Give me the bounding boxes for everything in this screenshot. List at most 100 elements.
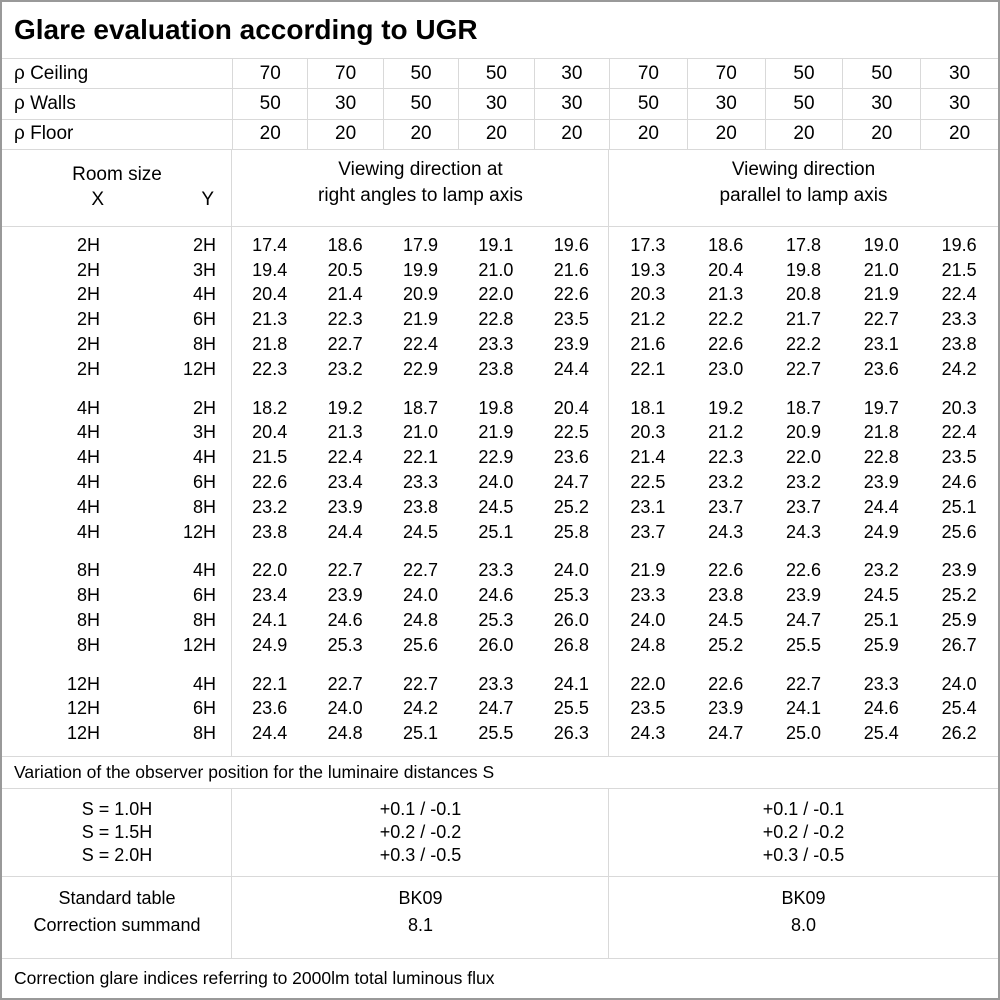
ugr-value-cell: 24.4	[863, 496, 899, 517]
ugr-value-cell: 22.6	[708, 673, 744, 694]
ugr-block-4h: 4H 2H 18.2 19.2 18.7 19.8 20.4 18.1 19.2 18.7 19.7…	[2, 396, 998, 545]
ugr-value-cell: 22.5	[553, 422, 589, 443]
header-right-angles: Viewing direction at right angles to lam…	[232, 150, 609, 226]
room-size-x-cell: 2H	[76, 358, 100, 379]
ugr-value-cell: 17.3	[630, 234, 666, 255]
room-size-y-cell: 4H	[192, 284, 216, 305]
ugr-block-12h: 12H 4H 22.1 22.7 22.7 23.3 24.1 22.0 22.6 22.7 23.…	[2, 672, 998, 746]
ugr-value-cell: 26.3	[553, 723, 589, 744]
ugr-value-cell: 22.8	[478, 309, 514, 330]
ugr-value-cell: 25.8	[553, 521, 589, 542]
ugr-value-cell: 21.8	[252, 334, 288, 355]
ugr-value-cell: 22.7	[327, 560, 363, 581]
ugr-value-cell: 23.6	[863, 358, 899, 379]
room-size-x-cell: 8H	[76, 560, 100, 581]
ugr-value-cell: 25.5	[553, 698, 589, 719]
ugr-value-cell: 25.5	[478, 723, 514, 744]
ugr-value-cell: 21.5	[941, 259, 977, 280]
ugr-value-cell: 23.5	[941, 447, 977, 468]
room-size-y-cell: 6H	[192, 585, 216, 606]
ugr-table-row: 12H 4H 22.1 22.7 22.7 23.3 24.1 22.0 22.6 22.7 23.…	[2, 672, 998, 697]
ugr-value-cell: 19.6	[553, 234, 589, 255]
ugr-value-cell: 23.2	[327, 358, 363, 379]
ugr-value-cell: 23.3	[478, 673, 514, 694]
ugr-value-cell: 22.7	[863, 309, 899, 330]
ugr-value-cell: 24.0	[402, 585, 439, 606]
ugr-value-cell: 21.8	[863, 422, 899, 443]
ugr-value-cell: 18.1	[630, 397, 666, 418]
ugr-values-parallel: 22.1 23.0 22.7 23.6 24.2	[609, 357, 998, 382]
ugr-value-cell: 24.8	[327, 723, 363, 744]
reflectance-values-right: 70 70 50 50 30	[609, 59, 998, 89]
ugr-value-cell: 25.9	[941, 610, 977, 631]
ugr-value-cell: 22.6	[708, 334, 744, 355]
ugr-value-cell: 21.4	[327, 284, 363, 305]
reflectance-value-cell: 70	[686, 59, 765, 89]
reflectance-value-cell: 50	[842, 59, 920, 89]
reflectance-value-cell: 30	[920, 59, 998, 89]
ugr-table-row: 8H 12H 24.9 25.3 25.6 26.0 26.8 24.8 25.2 25.5 25.…	[2, 633, 998, 658]
ugr-values-parallel: 24.8 25.2 25.5 25.9 26.7	[609, 633, 998, 658]
ugr-value-cell: 23.6	[553, 447, 589, 468]
ugr-value-cell: 21.9	[863, 284, 899, 305]
column-divider	[608, 788, 609, 876]
ugr-table-row: 2H 8H 21.8 22.7 22.4 23.3 23.9 21.6 22.6 22.2 23.1…	[2, 332, 998, 357]
ugr-table-row: 4H 12H 23.8 24.4 24.5 25.1 25.8 23.7 24.3 24.3 24.…	[2, 520, 998, 545]
ugr-value-cell: 23.2	[708, 472, 744, 493]
ugr-value-cell: 17.8	[785, 234, 822, 255]
ugr-value-cell: 24.5	[402, 521, 439, 542]
column-divider	[608, 148, 609, 756]
room-size-y-cell: 2H	[192, 397, 216, 418]
ugr-block-2h: 2H 2H 17.4 18.6 17.9 19.1 19.6 17.3 18.6 17.8 19.0…	[2, 233, 998, 382]
room-size-x-cell: 2H	[76, 334, 100, 355]
room-size-y-cell: 8H	[192, 723, 216, 744]
ugr-value-cell: 20.3	[630, 422, 666, 443]
ugr-value-cell: 22.7	[402, 560, 439, 581]
ugr-values-right-angles: 24.4 24.8 25.1 25.5 26.3	[232, 721, 609, 746]
standard-values-right-angles: BK09 8.1	[232, 885, 609, 958]
header-parallel-line2: parallel to lamp axis	[719, 184, 888, 206]
ugr-value-cell: 20.4	[708, 259, 744, 280]
ugr-value-cell: 18.7	[402, 397, 439, 418]
ugr-values-right-angles: 24.1 24.6 24.8 25.3 26.0	[232, 608, 609, 633]
ugr-value-cell: 23.2	[252, 496, 288, 517]
ugr-value-cell: 24.7	[478, 698, 514, 719]
room-size-y-cell: 2H	[192, 234, 216, 255]
ugr-value-cell: 25.4	[863, 723, 899, 744]
ugr-value-cell: 19.3	[630, 259, 666, 280]
reflectance-value-cell: 30	[533, 89, 609, 119]
ugr-value-cell: 24.4	[327, 521, 363, 542]
ugr-values-parallel: 17.3 18.6 17.8 19.0 19.6	[609, 233, 998, 258]
ugr-values-parallel: 24.0 24.5 24.7 25.1 25.9	[609, 608, 998, 633]
ugr-values-right-angles: 23.4 23.9 24.0 24.6 25.3	[232, 583, 609, 608]
ugr-value-cell: 24.6	[863, 698, 899, 719]
ugr-values-right-angles: 21.3 22.3 21.9 22.8 23.5	[232, 307, 609, 332]
ugr-values-parallel: 20.3 21.3 20.8 21.9 22.4	[609, 283, 998, 308]
ugr-values-right-angles: 18.2 19.2 18.7 19.8 20.4	[232, 396, 609, 421]
ugr-value-cell: 22.2	[785, 334, 822, 355]
reflectance-values-right: 50 30 50 30 30	[609, 89, 998, 119]
ugr-table-row: 4H 2H 18.2 19.2 18.7 19.8 20.4 18.1 19.2 18.7 19.7…	[2, 396, 998, 421]
ugr-value-cell: 25.1	[478, 521, 514, 542]
room-size-y-cell: 6H	[192, 698, 216, 719]
room-size-y-cell: 4H	[192, 560, 216, 581]
ugr-value-cell: 25.1	[941, 496, 977, 517]
ugr-table-row: 4H 3H 20.4 21.3 21.0 21.9 22.5 20.3 21.2 20.9 21.8…	[2, 421, 998, 446]
ugr-value-cell: 18.6	[327, 234, 363, 255]
ugr-value-cell: 20.3	[630, 284, 666, 305]
ugr-table-row: 2H 4H 20.4 21.4 20.9 22.0 22.6 20.3 21.3 20.8 21.9…	[2, 283, 998, 308]
ugr-values-right-angles: 22.6 23.4 23.3 24.0 24.7	[232, 470, 609, 495]
table-header-row: Room size X Y Viewing direction at right…	[2, 148, 998, 226]
reflectance-value-cell: 70	[609, 59, 687, 89]
room-size-y-cell: 6H	[192, 309, 216, 330]
reflectance-values-left: 20 20 20 20 20	[232, 119, 609, 149]
reflectance-value-cell: 30	[307, 89, 382, 119]
ugr-value-cell: 23.2	[863, 560, 899, 581]
ugr-value-cell: 25.2	[941, 585, 977, 606]
header-right-angles-line1: Viewing direction at	[338, 158, 503, 180]
ugr-value-cell: 21.9	[402, 309, 439, 330]
s-value: +0.1 / -0.1	[379, 798, 462, 819]
reflectance-value-cell: 50	[458, 59, 533, 89]
ugr-value-cell: 22.3	[708, 447, 744, 468]
ugr-values-right-angles: 20.4 21.3 21.0 21.9 22.5	[232, 421, 609, 446]
